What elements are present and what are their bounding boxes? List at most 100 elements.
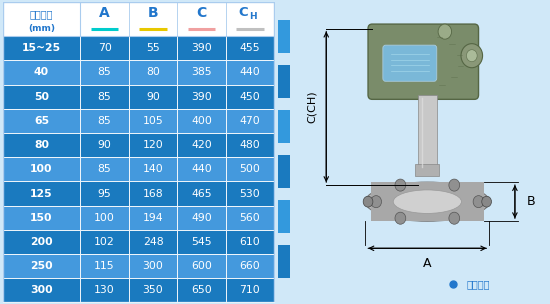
- Text: 90: 90: [146, 92, 160, 102]
- Bar: [278, 110, 290, 143]
- Text: 440: 440: [191, 164, 212, 174]
- Text: B: B: [148, 6, 158, 20]
- Bar: [129, 133, 177, 157]
- Bar: [278, 65, 290, 98]
- Circle shape: [438, 24, 452, 39]
- Text: (mm): (mm): [28, 24, 55, 33]
- Text: 95: 95: [98, 188, 112, 199]
- Text: C: C: [238, 6, 248, 19]
- Text: 55: 55: [146, 43, 160, 53]
- Bar: [129, 254, 177, 278]
- Text: 450: 450: [240, 92, 260, 102]
- Text: 70: 70: [98, 43, 112, 53]
- Bar: [3, 133, 80, 157]
- Bar: [80, 230, 129, 254]
- Text: A: A: [99, 6, 110, 20]
- Text: 455: 455: [240, 43, 260, 53]
- Text: 120: 120: [142, 140, 163, 150]
- Bar: [80, 278, 129, 302]
- Text: 常规仪表: 常规仪表: [466, 279, 490, 289]
- Bar: [129, 85, 177, 109]
- Bar: [226, 2, 274, 36]
- Text: 65: 65: [34, 116, 49, 126]
- Text: 400: 400: [191, 116, 212, 126]
- Circle shape: [363, 196, 373, 207]
- Text: 85: 85: [98, 67, 112, 78]
- Ellipse shape: [365, 182, 490, 221]
- Bar: [80, 85, 129, 109]
- FancyBboxPatch shape: [368, 24, 478, 99]
- Text: 194: 194: [142, 213, 163, 223]
- Circle shape: [449, 212, 460, 224]
- Bar: [177, 254, 225, 278]
- Text: 85: 85: [98, 92, 112, 102]
- Bar: [226, 278, 274, 302]
- Text: 480: 480: [240, 140, 260, 150]
- Bar: [80, 36, 129, 60]
- Circle shape: [371, 196, 382, 208]
- Circle shape: [395, 179, 406, 191]
- Text: C(CH): C(CH): [306, 91, 316, 123]
- Bar: [80, 157, 129, 181]
- Text: 150: 150: [30, 213, 53, 223]
- Bar: [129, 278, 177, 302]
- Bar: [226, 157, 274, 181]
- Text: 仪表口径: 仪表口径: [30, 9, 53, 19]
- Circle shape: [395, 212, 406, 224]
- Bar: [129, 230, 177, 254]
- Bar: [3, 157, 80, 181]
- Bar: [177, 181, 225, 206]
- Text: 350: 350: [142, 285, 163, 295]
- Bar: [129, 36, 177, 60]
- Bar: [3, 36, 80, 60]
- Bar: [226, 206, 274, 230]
- Bar: [177, 36, 225, 60]
- Circle shape: [461, 44, 482, 68]
- Bar: [415, 164, 439, 176]
- Text: 650: 650: [191, 285, 212, 295]
- Text: 105: 105: [142, 116, 163, 126]
- FancyBboxPatch shape: [383, 45, 437, 81]
- Text: 200: 200: [30, 237, 53, 247]
- Text: 610: 610: [240, 237, 260, 247]
- Bar: [226, 85, 274, 109]
- Text: 130: 130: [94, 285, 115, 295]
- Text: 168: 168: [142, 188, 163, 199]
- Text: 500: 500: [239, 164, 260, 174]
- Text: 125: 125: [30, 188, 53, 199]
- Circle shape: [482, 196, 492, 207]
- Bar: [3, 60, 80, 85]
- Bar: [177, 206, 225, 230]
- Bar: [418, 95, 437, 170]
- Bar: [3, 230, 80, 254]
- Bar: [177, 230, 225, 254]
- Bar: [3, 181, 80, 206]
- Text: 85: 85: [98, 164, 112, 174]
- Text: 465: 465: [191, 188, 212, 199]
- Bar: [177, 133, 225, 157]
- Text: 140: 140: [142, 164, 163, 174]
- Bar: [3, 2, 80, 36]
- Text: 15~25: 15~25: [22, 43, 61, 53]
- Text: 80: 80: [34, 140, 49, 150]
- Text: 85: 85: [98, 116, 112, 126]
- Bar: [177, 109, 225, 133]
- Text: 100: 100: [94, 213, 115, 223]
- Bar: [226, 133, 274, 157]
- Bar: [80, 206, 129, 230]
- Bar: [80, 133, 129, 157]
- Bar: [129, 206, 177, 230]
- Circle shape: [466, 50, 477, 62]
- Text: 420: 420: [191, 140, 212, 150]
- Text: 390: 390: [191, 43, 212, 53]
- Bar: [226, 181, 274, 206]
- Text: 300: 300: [142, 261, 163, 271]
- Text: 248: 248: [142, 237, 163, 247]
- Bar: [80, 181, 129, 206]
- Text: 80: 80: [146, 67, 160, 78]
- Bar: [129, 2, 177, 36]
- Bar: [278, 19, 290, 53]
- Text: 710: 710: [240, 285, 260, 295]
- Bar: [80, 2, 129, 36]
- Bar: [3, 85, 80, 109]
